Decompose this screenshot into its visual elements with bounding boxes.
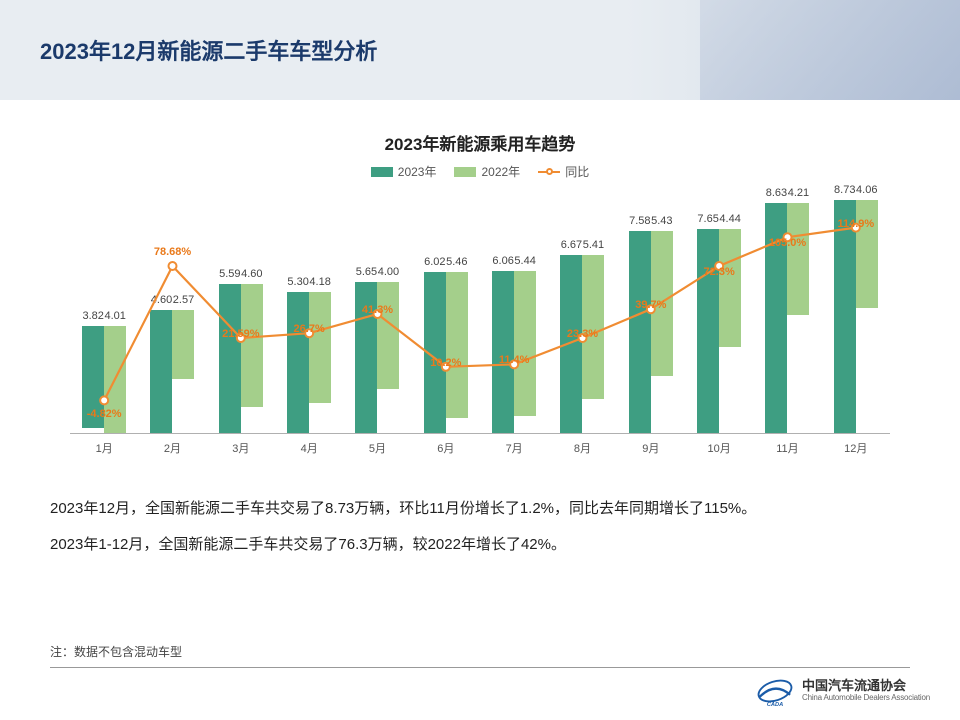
bar-label: 4.44: [719, 213, 740, 225]
x-tick: 11月: [753, 440, 821, 456]
bar-2023: 8.73: [834, 200, 856, 433]
bar-label: 2.57: [173, 294, 194, 306]
chart-x-axis: 1月2月3月4月5月6月7月8月9月10月11月12月: [70, 440, 890, 456]
bar-label: 5.30: [287, 276, 308, 288]
x-tick: 7月: [480, 440, 548, 456]
bar-2023: 6.67: [560, 255, 582, 433]
bar-2023: 6.02: [424, 272, 446, 433]
chart-month-group: 5.594.60: [207, 194, 275, 433]
bar-2022: 4.18: [309, 292, 331, 403]
x-tick: 5月: [343, 440, 411, 456]
bar-2023: 5.59: [219, 284, 241, 433]
bar-label: 3.82: [82, 310, 103, 322]
legend-line: 同比: [538, 163, 589, 180]
bar-label: 4.06: [856, 184, 877, 196]
line-label: -4.82%: [87, 408, 122, 420]
x-tick: 4月: [275, 440, 343, 456]
header-bar: 2023年12月新能源二手车车型分析: [0, 0, 960, 100]
chart-plot: 3.824.014.602.575.594.605.304.185.654.00…: [70, 194, 890, 434]
bar-label: 5.44: [514, 255, 535, 267]
bar-label: 8.73: [834, 184, 855, 196]
line-label: 11.4%: [499, 354, 530, 366]
bar-2022: 5.46: [446, 272, 468, 418]
line-label: 21.59%: [222, 328, 259, 340]
bar-2022: 4.44: [719, 229, 741, 347]
bar-label: 4.00: [378, 266, 399, 278]
x-tick: 9月: [617, 440, 685, 456]
bar-label: 4.18: [309, 276, 330, 288]
bar-label: 7.65: [697, 213, 718, 225]
chart-title: 2023年新能源乘用车趋势: [70, 130, 890, 155]
bar-label: 5.59: [219, 268, 240, 280]
body-text: 2023年12月，全国新能源二手车共交易了8.73万辆，环比11月份增长了1.2…: [0, 456, 960, 563]
x-tick: 12月: [822, 440, 890, 456]
bar-label: 4.60: [151, 294, 172, 306]
line-label: 26.7%: [294, 323, 325, 335]
chart-month-group: 8.734.06: [822, 194, 890, 433]
svg-text:CADA: CADA: [767, 702, 783, 708]
chart-month-group: 6.065.44: [480, 194, 548, 433]
x-tick: 6月: [412, 440, 480, 456]
chart-month-group: 7.585.43: [617, 194, 685, 433]
footer-divider: [50, 667, 910, 668]
bar-2022: 4.21: [787, 203, 809, 315]
bar-2022: 4.06: [856, 200, 878, 308]
body-paragraph-1: 2023年12月，全国新能源二手车共交易了8.73万辆，环比11月份增长了1.2…: [50, 491, 910, 527]
line-label: 41.3%: [362, 304, 393, 316]
line-label: 114.9%: [837, 218, 874, 230]
legend-2022: 2022年: [454, 163, 520, 180]
chart-month-group: 6.025.46: [412, 194, 480, 433]
chart-month-group: 7.654.44: [685, 194, 753, 433]
bar-label: 4.60: [241, 268, 262, 280]
chart-month-group: 6.675.41: [548, 194, 616, 433]
body-paragraph-2: 2023年1-12月，全国新能源二手车共交易了76.3万辆，较2022年增长了4…: [50, 527, 910, 563]
bar-2022: 4.60: [241, 284, 263, 407]
chart-legend: 2023年 2022年 同比: [70, 163, 890, 180]
chart-month-group: 8.634.21: [753, 194, 821, 433]
bar-label: 5.46: [446, 256, 467, 268]
line-label: 23.3%: [567, 328, 598, 340]
bar-2023: 7.65: [697, 229, 719, 433]
bar-2022: 2.57: [172, 310, 194, 379]
bar-2023: 4.60: [150, 310, 172, 433]
cada-logo-icon: CADA: [756, 674, 794, 708]
line-label: 72.3%: [704, 266, 735, 278]
bar-label: 7.58: [629, 215, 650, 227]
footer-logo: CADA 中国汽车流通协会 China Automobile Dealers A…: [756, 674, 930, 708]
bar-2022: 4.00: [377, 282, 399, 389]
x-tick: 2月: [138, 440, 206, 456]
line-label: 105.0%: [769, 237, 806, 249]
page-title: 2023年12月新能源二手车车型分析: [40, 34, 377, 66]
x-tick: 3月: [207, 440, 275, 456]
x-tick: 8月: [548, 440, 616, 456]
chart-container: 2023年新能源乘用车趋势 2023年 2022年 同比 3.824.014.6…: [0, 100, 960, 456]
x-tick: 10月: [685, 440, 753, 456]
chart-month-group: 4.602.57: [138, 194, 206, 433]
bar-label: 5.65: [356, 266, 377, 278]
bar-label: 8.63: [766, 187, 787, 199]
bar-label: 6.67: [561, 239, 582, 251]
x-tick: 1月: [70, 440, 138, 456]
bar-2023: 7.58: [629, 231, 651, 433]
footnote: 注：数据不包含混动车型: [50, 643, 182, 660]
bar-label: 5.43: [651, 215, 672, 227]
legend-2023: 2023年: [371, 163, 437, 180]
chart-month-group: 5.304.18: [275, 194, 343, 433]
bar-label: 4.01: [104, 310, 125, 322]
bar-2023: 5.30: [287, 292, 309, 433]
bar-2022: 5.44: [514, 271, 536, 416]
bar-label: 4.21: [788, 187, 809, 199]
line-label: 78.68%: [154, 246, 191, 258]
logo-text: 中国汽车流通协会 China Automobile Dealers Associ…: [802, 679, 930, 702]
chart-month-group: 3.824.01: [70, 194, 138, 433]
bar-label: 6.02: [424, 256, 445, 268]
bar-2023: 6.06: [492, 271, 514, 433]
bar-label: 5.41: [583, 239, 604, 251]
line-label: 10.2%: [430, 357, 461, 369]
line-label: 39.7%: [635, 299, 666, 311]
bar-label: 6.06: [492, 255, 513, 267]
